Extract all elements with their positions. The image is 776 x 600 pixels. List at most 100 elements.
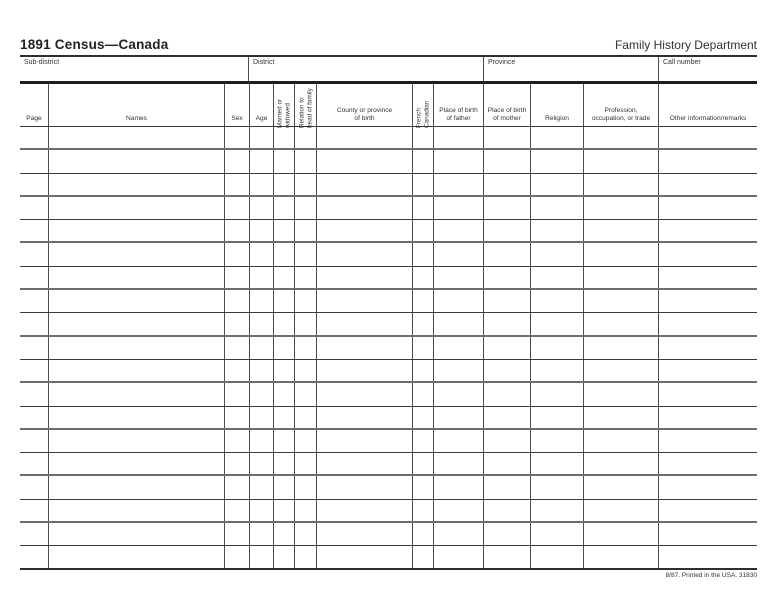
entry-cell-place-of-birth-of-father[interactable] (433, 313, 483, 335)
entry-cell-other-information-remarks[interactable] (658, 220, 757, 242)
entry-cell-age[interactable] (249, 546, 273, 568)
entry-cell-page[interactable] (20, 383, 48, 405)
entry-cell-sex[interactable] (224, 243, 249, 266)
entry-cell-french-canadian[interactable] (412, 476, 433, 499)
entry-cell-page[interactable] (20, 290, 48, 312)
entry-cell-french-canadian[interactable] (412, 546, 433, 568)
entry-cell-religion[interactable] (530, 406, 583, 428)
entry-cell-relation-to-head-of-family[interactable] (294, 196, 316, 220)
entry-cell-religion[interactable] (530, 383, 583, 406)
entry-cell-married-or-widowed[interactable] (273, 523, 294, 546)
entry-cell-age[interactable] (249, 359, 273, 382)
entry-cell-sex[interactable] (224, 150, 249, 173)
entry-cell-place-of-birth-of-mother[interactable] (483, 150, 530, 173)
entry-cell-married-or-widowed[interactable] (273, 290, 294, 313)
entry-cell-place-of-birth-of-father[interactable] (433, 220, 483, 242)
entry-cell-page[interactable] (20, 337, 48, 359)
entry-cell-profession-occupation-or-trade[interactable] (583, 290, 658, 313)
entry-cell-religion[interactable] (530, 196, 583, 220)
entry-cell-sex[interactable] (224, 383, 249, 406)
entry-cell-sex[interactable] (224, 313, 249, 335)
entry-cell-married-or-widowed[interactable] (273, 406, 294, 428)
entry-cell-married-or-widowed[interactable] (273, 196, 294, 220)
entry-cell-religion[interactable] (530, 523, 583, 546)
entry-cell-county-or-province-of-birth[interactable] (316, 313, 412, 335)
entry-cell-profession-occupation-or-trade[interactable] (583, 453, 658, 475)
entry-cell-other-information-remarks[interactable] (658, 383, 757, 406)
entry-cell-profession-occupation-or-trade[interactable] (583, 383, 658, 406)
entry-cell-place-of-birth-of-father[interactable] (433, 173, 483, 195)
entry-cell-other-information-remarks[interactable] (658, 127, 757, 149)
entry-cell-age[interactable] (249, 290, 273, 313)
entry-cell-names[interactable] (48, 383, 224, 406)
entry-cell-french-canadian[interactable] (412, 150, 433, 173)
entry-cell-age[interactable] (249, 150, 273, 173)
entry-cell-place-of-birth-of-mother[interactable] (483, 290, 530, 313)
entry-cell-page[interactable] (20, 313, 48, 334)
entry-cell-married-or-widowed[interactable] (273, 243, 294, 266)
entry-cell-married-or-widowed[interactable] (273, 313, 294, 335)
entry-cell-age[interactable] (249, 336, 273, 359)
entry-cell-profession-occupation-or-trade[interactable] (583, 196, 658, 220)
entry-cell-place-of-birth-of-mother[interactable] (483, 546, 530, 568)
entry-cell-page[interactable] (20, 174, 48, 195)
entry-cell-french-canadian[interactable] (412, 429, 433, 453)
entry-cell-age[interactable] (249, 476, 273, 499)
entry-cell-county-or-province-of-birth[interactable] (316, 476, 412, 499)
entry-cell-profession-occupation-or-trade[interactable] (583, 313, 658, 335)
entry-cell-sex[interactable] (224, 546, 249, 568)
entry-cell-married-or-widowed[interactable] (273, 173, 294, 195)
entry-cell-place-of-birth-of-mother[interactable] (483, 523, 530, 546)
entry-cell-relation-to-head-of-family[interactable] (294, 127, 316, 149)
entry-cell-profession-occupation-or-trade[interactable] (583, 476, 658, 499)
entry-cell-names[interactable] (48, 266, 224, 289)
entry-cell-page[interactable] (20, 453, 48, 474)
entry-cell-french-canadian[interactable] (412, 406, 433, 428)
entry-cell-county-or-province-of-birth[interactable] (316, 546, 412, 568)
entry-cell-other-information-remarks[interactable] (658, 453, 757, 475)
entry-cell-place-of-birth-of-mother[interactable] (483, 406, 530, 428)
entry-cell-sex[interactable] (224, 196, 249, 220)
entry-cell-place-of-birth-of-mother[interactable] (483, 359, 530, 382)
entry-cell-place-of-birth-of-father[interactable] (433, 336, 483, 359)
entry-cell-other-information-remarks[interactable] (658, 359, 757, 382)
entry-cell-married-or-widowed[interactable] (273, 150, 294, 173)
entry-cell-profession-occupation-or-trade[interactable] (583, 127, 658, 149)
entry-cell-county-or-province-of-birth[interactable] (316, 243, 412, 266)
entry-cell-age[interactable] (249, 173, 273, 195)
entry-cell-french-canadian[interactable] (412, 359, 433, 382)
entry-cell-relation-to-head-of-family[interactable] (294, 290, 316, 313)
entry-cell-page[interactable] (20, 150, 48, 172)
entry-cell-place-of-birth-of-father[interactable] (433, 243, 483, 266)
entry-cell-county-or-province-of-birth[interactable] (316, 196, 412, 220)
entry-cell-french-canadian[interactable] (412, 383, 433, 406)
entry-cell-names[interactable] (48, 499, 224, 522)
entry-cell-county-or-province-of-birth[interactable] (316, 453, 412, 475)
entry-cell-profession-occupation-or-trade[interactable] (583, 266, 658, 289)
entry-cell-place-of-birth-of-father[interactable] (433, 406, 483, 428)
entry-cell-place-of-birth-of-father[interactable] (433, 266, 483, 289)
entry-cell-french-canadian[interactable] (412, 523, 433, 546)
entry-cell-sex[interactable] (224, 266, 249, 289)
entry-cell-other-information-remarks[interactable] (658, 150, 757, 173)
entry-cell-page[interactable] (20, 220, 48, 241)
entry-cell-relation-to-head-of-family[interactable] (294, 313, 316, 335)
entry-cell-age[interactable] (249, 523, 273, 546)
entry-cell-place-of-birth-of-father[interactable] (433, 290, 483, 313)
entry-cell-county-or-province-of-birth[interactable] (316, 150, 412, 173)
entry-cell-place-of-birth-of-mother[interactable] (483, 453, 530, 475)
entry-cell-sex[interactable] (224, 127, 249, 149)
entry-cell-religion[interactable] (530, 453, 583, 475)
entry-cell-sex[interactable] (224, 336, 249, 359)
entry-cell-french-canadian[interactable] (412, 266, 433, 289)
entry-cell-sex[interactable] (224, 476, 249, 499)
entry-cell-relation-to-head-of-family[interactable] (294, 499, 316, 522)
entry-cell-profession-occupation-or-trade[interactable] (583, 150, 658, 173)
entry-cell-religion[interactable] (530, 313, 583, 335)
info-field-call-number[interactable]: Call number (658, 57, 757, 81)
entry-cell-other-information-remarks[interactable] (658, 173, 757, 195)
entry-cell-age[interactable] (249, 196, 273, 220)
entry-cell-french-canadian[interactable] (412, 453, 433, 475)
entry-cell-married-or-widowed[interactable] (273, 127, 294, 149)
entry-cell-county-or-province-of-birth[interactable] (316, 359, 412, 382)
